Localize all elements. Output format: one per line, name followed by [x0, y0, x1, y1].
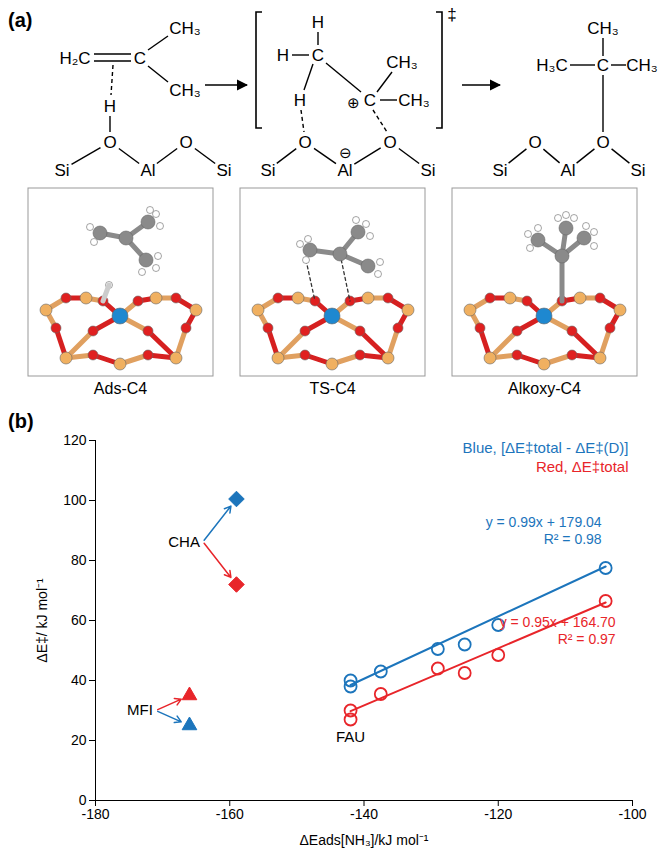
svg-text:O: O: [179, 133, 192, 152]
svg-text:FAU: FAU: [336, 728, 365, 745]
svg-text:H: H: [104, 97, 116, 116]
svg-text:y = 0.99x + 179.04: y = 0.99x + 179.04: [486, 514, 602, 530]
svg-text:C: C: [364, 91, 376, 110]
svg-text:MFI: MFI: [127, 701, 153, 718]
svg-text:120: 120: [63, 432, 87, 448]
svg-text:⊖: ⊖: [339, 144, 352, 161]
svg-text:CHA: CHA: [168, 533, 200, 550]
svg-text:80: 80: [71, 552, 87, 568]
svg-text:Si: Si: [630, 161, 645, 180]
svg-text:Blue, [ΔE‡total - ΔE‡(D)]: Blue, [ΔE‡total - ΔE‡(D)]: [463, 439, 629, 456]
svg-text:20: 20: [71, 732, 87, 748]
svg-text:CH₃: CH₃: [398, 91, 429, 110]
svg-text:O: O: [596, 133, 609, 152]
svg-text:C: C: [134, 49, 146, 68]
svg-text:Alkoxy-C4: Alkoxy-C4: [508, 380, 581, 397]
svg-text:0: 0: [78, 792, 87, 808]
svg-text:40: 40: [71, 672, 87, 688]
svg-text:100: 100: [63, 492, 87, 508]
svg-text:H₂C: H₂C: [59, 49, 90, 68]
svg-text:ΔEads[NH₃]/kJ mol⁻¹: ΔEads[NH₃]/kJ mol⁻¹: [300, 832, 429, 848]
svg-text:Al: Al: [337, 161, 352, 180]
svg-text:H₃C: H₃C: [536, 56, 567, 75]
svg-text:Si: Si: [54, 161, 69, 180]
svg-text:C: C: [312, 46, 324, 65]
svg-text:(a): (a): [8, 9, 32, 31]
svg-text:O: O: [528, 133, 541, 152]
svg-text:60: 60: [71, 612, 87, 628]
svg-text:C: C: [597, 56, 609, 75]
svg-text:⊕: ⊕: [347, 94, 360, 111]
svg-text:CH₃: CH₃: [626, 56, 657, 75]
svg-text:TS-C4: TS-C4: [309, 380, 355, 397]
svg-text:-140: -140: [350, 806, 378, 822]
svg-text:Si: Si: [420, 161, 435, 180]
svg-text:y = 0.95x + 164.70: y = 0.95x + 164.70: [500, 614, 616, 630]
svg-text:CH₃: CH₃: [587, 19, 618, 38]
svg-text:Al: Al: [560, 161, 575, 180]
html-text:(b): (b): [8, 410, 34, 432]
svg-text:Red, ΔE‡total: Red, ΔE‡total: [536, 458, 629, 475]
svg-text:O: O: [103, 133, 116, 152]
svg-text:H: H: [294, 91, 306, 110]
svg-text:ΔE‡/ kJ mol⁻¹: ΔE‡/ kJ mol⁻¹: [34, 578, 50, 663]
svg-text:R² = 0.98: R² = 0.98: [544, 531, 602, 547]
svg-text:H: H: [277, 46, 289, 65]
svg-text:CH₃: CH₃: [169, 19, 200, 38]
svg-text:CH₃: CH₃: [169, 81, 200, 100]
svg-text:Si: Si: [216, 161, 231, 180]
svg-text:O: O: [298, 133, 311, 152]
svg-text:-120: -120: [484, 806, 512, 822]
svg-text:Si: Si: [260, 161, 275, 180]
svg-text:R² = 0.97: R² = 0.97: [558, 631, 616, 647]
svg-text:-100: -100: [618, 806, 646, 822]
svg-text:‡: ‡: [447, 5, 456, 24]
svg-text:Ads-C4: Ads-C4: [94, 380, 147, 397]
svg-text:O: O: [383, 133, 396, 152]
svg-text:-160: -160: [216, 806, 244, 822]
svg-text:Al: Al: [140, 161, 155, 180]
svg-text:-180: -180: [81, 806, 109, 822]
svg-text:Si: Si: [492, 161, 507, 180]
svg-text:CH₃: CH₃: [386, 53, 417, 72]
svg-text:H: H: [312, 13, 324, 32]
